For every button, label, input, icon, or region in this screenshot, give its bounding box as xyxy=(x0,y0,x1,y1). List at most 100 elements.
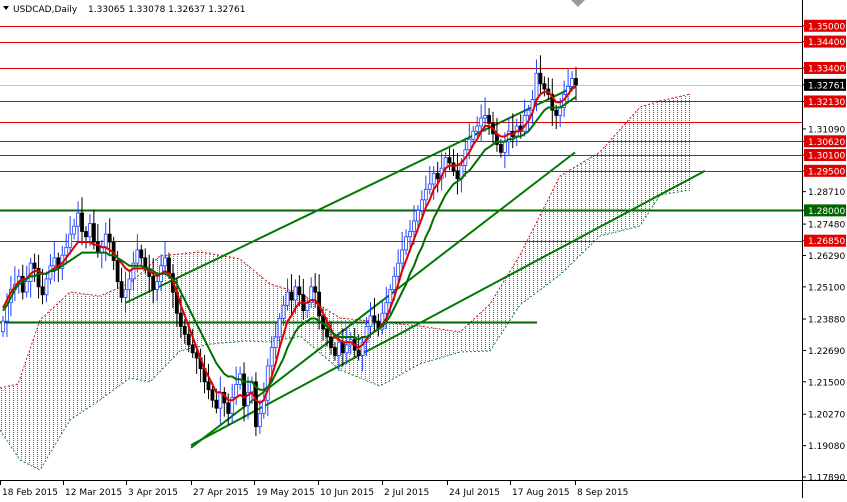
candle-body xyxy=(479,117,484,127)
candle-body xyxy=(344,344,349,354)
time-axis[interactable]: 18 Feb 2015 12 Mar 2015 3 Apr 2015 27 Apr 2… xyxy=(0,480,629,498)
y-tick-label: 1.23880 xyxy=(808,316,845,326)
candle-body xyxy=(254,381,258,428)
candle-body xyxy=(139,249,144,259)
candle-body xyxy=(281,304,286,319)
candle-body xyxy=(574,78,578,86)
x-tick-label: 12 Mar 2015 xyxy=(65,488,122,498)
candle-body xyxy=(242,373,246,406)
candle-body xyxy=(368,315,373,327)
candle-body xyxy=(431,173,436,185)
level-price-box xyxy=(804,135,846,148)
candle-body xyxy=(5,302,9,322)
current-price-box xyxy=(804,78,846,91)
level-price-box xyxy=(804,234,846,247)
x-tick-label: 10 Jun 2015 xyxy=(320,488,374,498)
candle-body xyxy=(499,144,503,153)
candle-body xyxy=(416,209,420,222)
candle-body xyxy=(84,231,88,238)
candle-body xyxy=(115,260,120,282)
candle-body xyxy=(550,93,555,111)
candle-body xyxy=(214,399,219,409)
x-tick-label: 17 Aug 2015 xyxy=(512,488,570,498)
level-price-label: 1.28000 xyxy=(808,207,845,217)
candle-body xyxy=(475,125,480,132)
level-price-label: 1.26850 xyxy=(808,237,845,247)
candle-body xyxy=(76,212,80,227)
candle-body xyxy=(309,286,314,304)
trendline[interactable] xyxy=(125,85,576,304)
candle-body xyxy=(194,352,199,359)
level-price-label: 1.33400 xyxy=(808,64,845,74)
level-price-box xyxy=(804,95,846,108)
candle-body xyxy=(336,341,341,356)
candle-body xyxy=(384,302,389,314)
candle-body xyxy=(91,223,96,243)
chart-shift-marker-icon[interactable] xyxy=(571,0,585,7)
candle-body xyxy=(455,170,460,180)
y-tick-label: 1.31090 xyxy=(808,125,845,135)
candle-body xyxy=(234,384,239,399)
candle-body xyxy=(487,115,491,124)
candle-body xyxy=(412,220,416,232)
y-tick-label: 1.17890 xyxy=(808,474,845,484)
indicator-line xyxy=(2,96,577,391)
candle-body xyxy=(570,78,574,87)
x-tick-label: 24 Jul 2015 xyxy=(449,488,500,498)
candle-body xyxy=(356,349,361,356)
candle-body xyxy=(119,281,124,298)
candle-body xyxy=(329,336,333,348)
chart-header: USDCAD,Daily 1.33065 1.33078 1.32637 1.3… xyxy=(3,5,245,15)
candle-body xyxy=(285,291,290,306)
level-price-box xyxy=(804,35,846,48)
trendline[interactable] xyxy=(190,169,706,446)
symbol-label: USDCAD,Daily xyxy=(13,5,78,15)
candle-body xyxy=(186,333,191,346)
candle-body xyxy=(88,223,92,238)
candle-body xyxy=(506,130,511,143)
candle-body xyxy=(554,109,559,116)
cloud-fill-bullish xyxy=(0,94,690,470)
candle-body xyxy=(40,286,45,296)
level-price-box xyxy=(804,149,846,162)
candle-body xyxy=(313,286,318,293)
candle-body xyxy=(127,278,132,290)
x-tick-label: 19 May 2015 xyxy=(256,488,315,498)
candle-body xyxy=(502,141,507,153)
candle-body xyxy=(293,286,298,301)
candle-body xyxy=(392,275,397,290)
candle-body xyxy=(396,262,401,277)
candle-body xyxy=(1,320,5,333)
candle-body xyxy=(151,275,156,290)
y-tick-label: 1.19080 xyxy=(808,442,845,452)
ohlc-readout: 1.33065 1.33078 1.32637 1.32761 xyxy=(88,5,245,15)
candle-body xyxy=(24,281,29,293)
candle-body xyxy=(297,286,302,296)
candle-body xyxy=(44,278,49,296)
level-price-label: 1.30620 xyxy=(808,138,845,148)
candle-body xyxy=(135,249,140,264)
candle-body xyxy=(289,291,294,301)
horizontal-levels xyxy=(0,26,802,324)
dropdown-triangle-icon[interactable] xyxy=(3,6,9,10)
candle-body xyxy=(103,233,108,248)
level-price-label: 1.35000 xyxy=(808,22,845,32)
senkou-span-b-line xyxy=(0,189,691,471)
candle-body xyxy=(305,302,310,311)
candle-body xyxy=(372,315,377,322)
level-price-box xyxy=(804,164,846,177)
price-axis[interactable]: 1.35000 1.34400 1.33400 1.32761 1.32130 1.310… xyxy=(802,19,846,484)
level-price-label: 1.30100 xyxy=(808,152,845,162)
candle-body xyxy=(64,246,69,256)
candle-body xyxy=(467,138,472,151)
candle-body xyxy=(163,257,167,267)
candle-body xyxy=(269,347,274,367)
candle-body xyxy=(36,267,41,288)
y-tick-label: 1.20270 xyxy=(808,411,845,421)
candle-body xyxy=(408,231,412,238)
candle-body xyxy=(20,275,25,293)
candle-body xyxy=(206,381,211,391)
candle-body xyxy=(483,115,488,119)
candle-body xyxy=(273,336,278,348)
